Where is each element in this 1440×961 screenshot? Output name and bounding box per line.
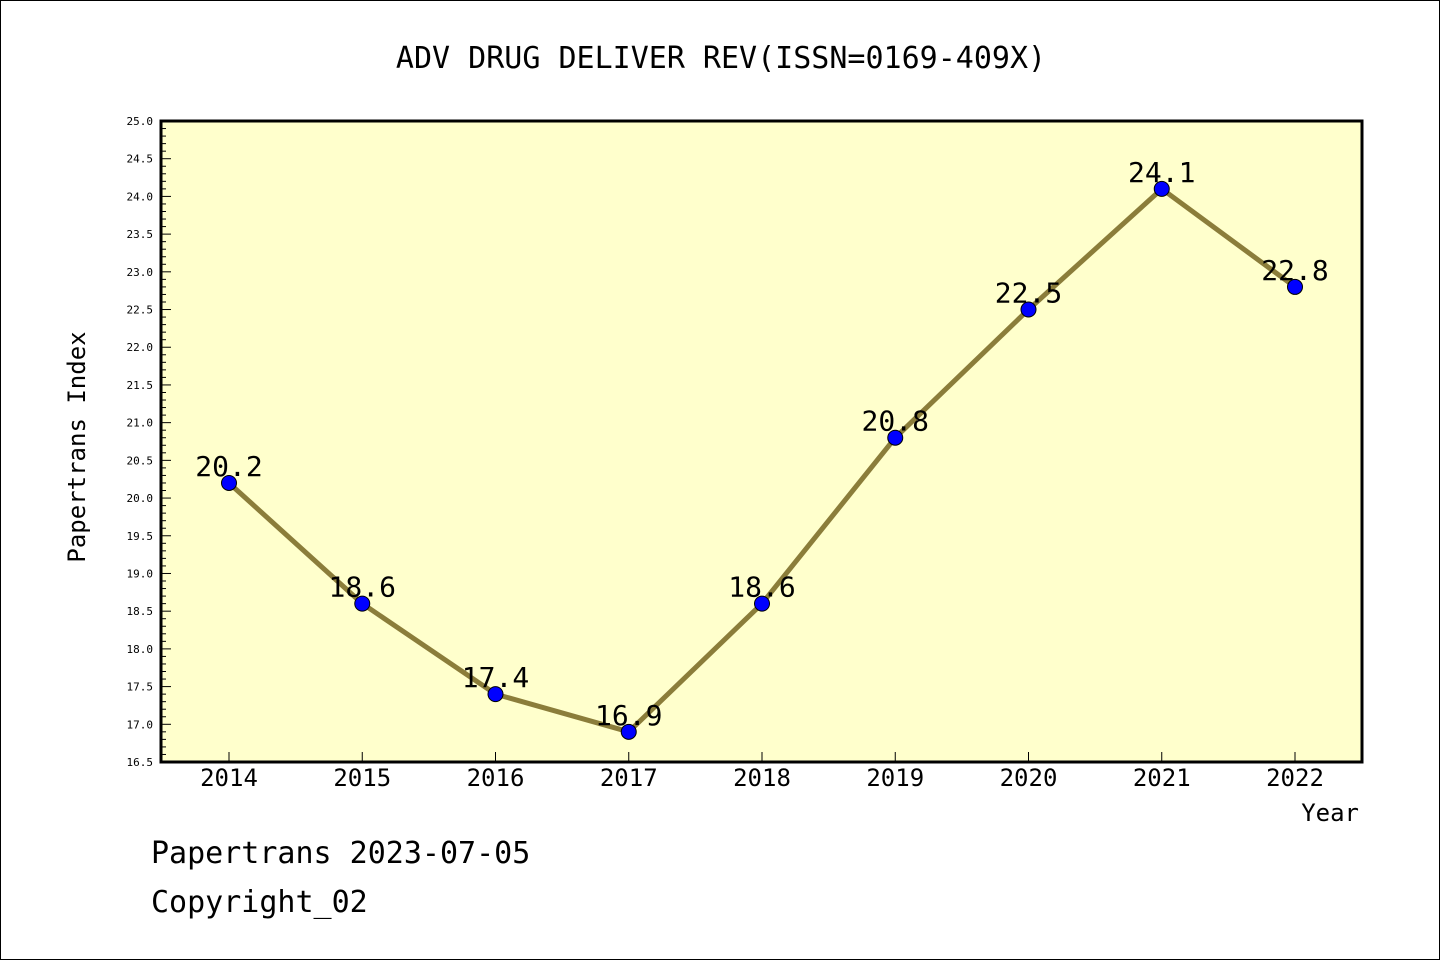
y-tick-label: 18.5 xyxy=(127,605,154,618)
data-point xyxy=(887,429,904,446)
x-tick-label: 2022 xyxy=(1266,764,1324,792)
y-tick-label: 20.5 xyxy=(127,454,154,467)
data-point xyxy=(754,595,770,612)
x-tick-label: 2020 xyxy=(1000,764,1058,792)
data-point xyxy=(1020,301,1037,318)
data-label: 17.4 xyxy=(462,661,529,694)
x-tick-label: 2016 xyxy=(467,764,525,792)
data-label: 18.6 xyxy=(728,571,795,604)
y-tick-label: 19.5 xyxy=(127,530,154,543)
data-label: 22.5 xyxy=(995,277,1062,310)
data-label: 20.8 xyxy=(862,405,929,438)
y-axis-label: Papertrans Index xyxy=(63,331,91,562)
y-tick-label: 19.0 xyxy=(127,567,154,580)
y-tick-label: 17.5 xyxy=(127,681,154,694)
x-tick-label: 2018 xyxy=(733,764,791,792)
x-tick-label: 2017 xyxy=(600,764,658,792)
data-label: 24.1 xyxy=(1128,156,1195,189)
y-tick-label: 23.5 xyxy=(127,228,154,241)
series-layer: 20.2 18.6 17.4 16.9 18.6 20.8 22.5 24.1 22.8 xyxy=(195,156,1329,740)
y-tick-label: 25.0 xyxy=(127,115,154,128)
y-tick-label: 17.0 xyxy=(127,718,154,731)
y-axis: 16.5 17.0 17.5 18.0 18.5 19.0 19.5 20.0 20.5 21.0… xyxy=(127,115,171,769)
data-label: 18.6 xyxy=(329,571,396,604)
y-tick-label: 21.0 xyxy=(127,417,154,430)
y-tick-label: 24.5 xyxy=(127,153,154,166)
footer-copyright: Copyright_02 xyxy=(151,885,368,920)
data-point xyxy=(1287,278,1303,295)
data-point xyxy=(487,686,504,703)
y-tick-label: 23.0 xyxy=(127,266,154,279)
footer-date: Papertrans 2023-07-05 xyxy=(151,836,531,871)
y-tick-label: 18.0 xyxy=(127,643,154,656)
x-axis: 2014 2015 2016 2017 2018 2019 2020 2021 2022 xyxy=(200,752,1324,792)
x-tick-label: 2015 xyxy=(333,764,391,792)
y-tick-label: 24.0 xyxy=(127,190,154,203)
chart-title: ADV DRUG DELIVER REV(ISSN=0169-409X) xyxy=(396,41,1046,76)
data-label: 22.8 xyxy=(1261,254,1328,287)
y-tick-label: 22.5 xyxy=(127,304,154,317)
x-axis-label: Year xyxy=(1301,799,1359,827)
data-label: 16.9 xyxy=(595,699,662,732)
x-tick-label: 2014 xyxy=(200,764,258,792)
y-tick-label: 20.0 xyxy=(127,492,154,505)
y-tick-label: 22.0 xyxy=(127,341,154,354)
data-label: 20.2 xyxy=(195,450,262,483)
x-tick-label: 2021 xyxy=(1133,764,1191,792)
plot-area xyxy=(159,119,1364,764)
data-point xyxy=(620,723,637,740)
x-tick-label: 2019 xyxy=(866,764,924,792)
y-tick-label: 21.5 xyxy=(127,379,154,392)
data-point xyxy=(1153,180,1170,197)
y-tick-label: 16.5 xyxy=(127,756,154,769)
data-point xyxy=(221,474,237,491)
data-point xyxy=(354,595,371,612)
